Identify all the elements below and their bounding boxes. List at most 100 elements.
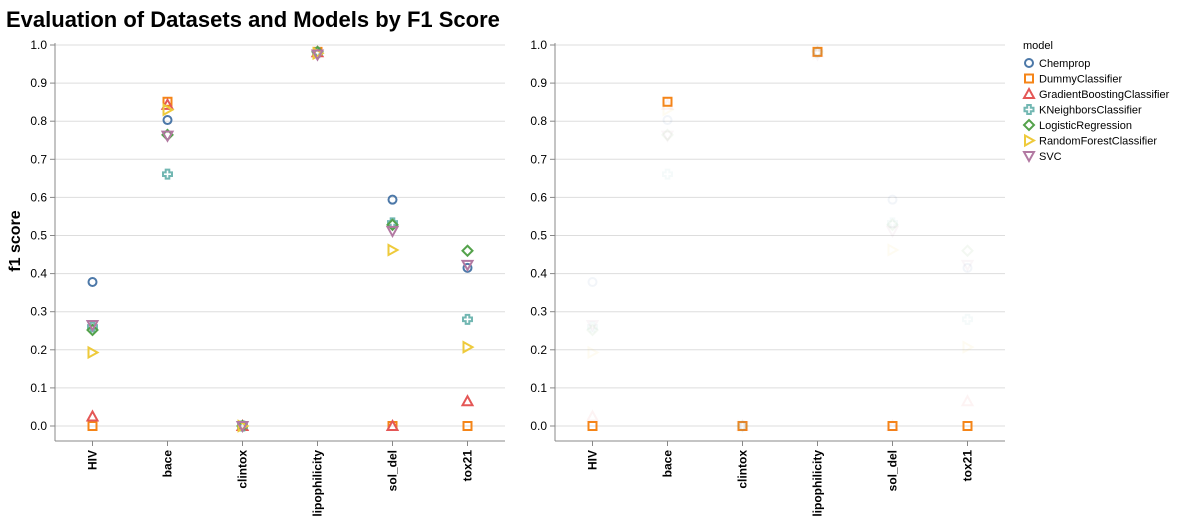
data-point: [587, 345, 600, 360]
x-tick-label: tox21: [961, 450, 975, 482]
y-tick-label: 0.7: [530, 152, 547, 166]
legend-symbol: [1024, 58, 1034, 68]
x-tick-label: HIV: [86, 450, 100, 470]
y-tick-label: 0.8: [30, 114, 47, 128]
data-point: [810, 45, 825, 58]
data-point: [585, 409, 600, 422]
data-point: [87, 345, 100, 360]
data-point: [887, 421, 898, 431]
y-tick-label: 0.4: [530, 267, 547, 281]
y-tick-label: 0.3: [30, 305, 47, 319]
data-point: [462, 421, 473, 431]
y-tick-label: 0.0: [30, 419, 47, 433]
data-point: [387, 243, 400, 257]
x-tick-label: bace: [161, 450, 175, 478]
data-point: [587, 276, 598, 287]
data-point: [810, 49, 825, 62]
data-point: [162, 103, 175, 117]
data-point: [86, 323, 99, 337]
legend-symbol: [1023, 104, 1035, 115]
x-tick-label: lipophilicity: [811, 450, 825, 517]
y-tick-label: 0.3: [530, 305, 547, 319]
x-tick-label: lipophilicity: [311, 450, 325, 517]
x-tick-label: bace: [661, 450, 675, 478]
y-tick-label: 0.2: [30, 343, 47, 357]
data-point: [461, 244, 474, 258]
data-point: [162, 168, 173, 180]
y-tick-label: 0.0: [530, 419, 547, 433]
y-tick-label: 0.6: [530, 190, 547, 204]
data-point: [385, 418, 400, 431]
legend-label: SVC: [1039, 151, 1062, 163]
legend-symbol: [1022, 118, 1036, 132]
data-point: [587, 421, 598, 431]
y-tick-label: 0.9: [530, 76, 547, 90]
data-point: [662, 96, 673, 107]
legend-label: LogisticRegression: [1039, 120, 1132, 132]
legend-label: KNeighborsClassifier: [1039, 105, 1142, 117]
y-tick-label: 0.5: [530, 229, 547, 243]
data-point: [310, 49, 325, 62]
data-point: [387, 194, 398, 205]
data-point: [160, 130, 175, 143]
data-point: [662, 103, 675, 117]
data-point: [885, 225, 900, 238]
data-point: [886, 218, 899, 232]
legend-label: DummyClassifier: [1039, 74, 1122, 86]
data-point: [962, 340, 975, 354]
x-tick-label: clintox: [736, 450, 750, 489]
data-point: [462, 313, 473, 325]
y-tick-label: 0.5: [30, 229, 47, 243]
legend: model Chemprop DummyClassifier GradientBoos…: [1022, 40, 1170, 164]
y-axis-label: f1 score: [7, 210, 24, 271]
data-point: [162, 115, 173, 126]
x-tick-label: HIV: [586, 450, 600, 470]
data-point: [962, 262, 973, 273]
data-point: [386, 218, 399, 232]
data-point: [736, 419, 749, 433]
data-point: [962, 421, 973, 431]
data-point: [887, 217, 898, 229]
legend-label: RandomForestClassifier: [1039, 136, 1157, 148]
data-point: [962, 313, 973, 325]
legend-symbol: [1024, 73, 1034, 84]
x-tick-label: tox21: [461, 450, 475, 482]
x-tick-label: clintox: [236, 450, 250, 489]
data-point: [737, 419, 750, 433]
data-point: [735, 421, 750, 434]
legend-label: GradientBoostingClassifier: [1039, 89, 1170, 101]
data-point: [462, 340, 475, 354]
y-tick-label: 0.9: [30, 76, 47, 90]
chart-title: Evaluation of Datasets and Models by F1 …: [6, 7, 500, 32]
data-point: [660, 130, 675, 143]
data-point: [887, 243, 900, 257]
legend-title: model: [1023, 40, 1053, 52]
legend-symbol: [1022, 151, 1036, 164]
x-tick-label: sol_del: [386, 450, 400, 491]
data-point: [87, 421, 98, 431]
data-point: [961, 244, 974, 258]
data-point: [85, 409, 100, 422]
data-point: [811, 45, 824, 59]
data-point: [385, 225, 400, 238]
y-tick-label: 0.1: [30, 381, 47, 395]
data-point: [87, 276, 98, 287]
x-tick-label: sol_del: [886, 450, 900, 491]
data-point: [662, 168, 673, 180]
y-tick-label: 0.6: [30, 190, 47, 204]
data-point: [587, 321, 598, 333]
data-point: [812, 47, 823, 59]
data-point: [960, 394, 975, 407]
data-point: [735, 418, 750, 431]
data-point: [885, 418, 900, 431]
y-tick-label: 0.2: [530, 343, 547, 357]
legend-symbol: [1024, 133, 1037, 148]
data-point: [737, 420, 748, 432]
legend-label: Chemprop: [1039, 58, 1090, 70]
data-point: [660, 97, 675, 110]
legend-symbol: [1022, 86, 1036, 99]
data-point: [887, 194, 898, 205]
data-point: [737, 421, 748, 431]
left-panel: 0.0 0.1 0.2 0.3 0.4 0.5 0.6 0.7 0.8 0.9 1.0 HIV bace…: [30, 38, 505, 517]
